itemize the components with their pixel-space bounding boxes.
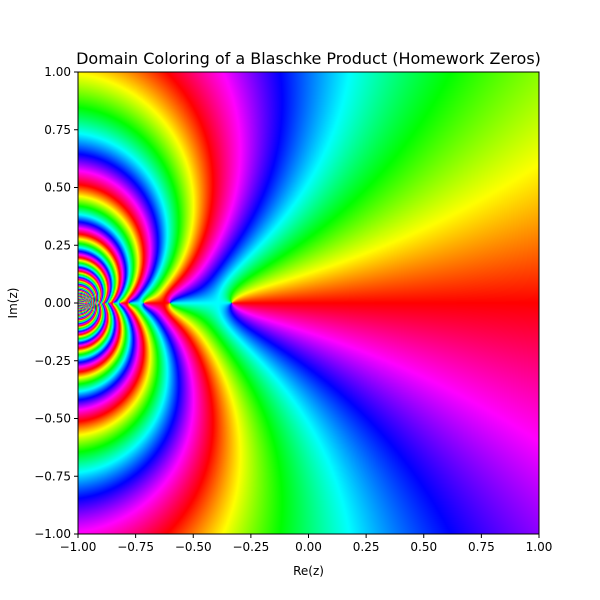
x-tick-label: −0.25 [232,540,269,554]
x-tick-label: 0.50 [410,540,437,554]
x-axis: −1.00 −0.75 −0.50 −0.25 0.00 0.25 0.50 0.75 1.00 [60,534,553,554]
y-axis-title: Im(z) [6,288,20,319]
plot-frame [77,71,540,535]
x-tick-label: 0.25 [353,540,380,554]
x-axis-title: Re(z) [293,564,324,578]
x-tick-label: −0.75 [117,540,154,554]
x-tick-label: 0.75 [468,540,495,554]
y-tick-label: −0.25 [34,354,71,368]
domain-coloring-image [78,72,539,534]
y-tick-label: −0.50 [34,412,71,426]
y-axis: −1.00 −0.75 −0.50 −0.25 0.00 0.25 0.50 0.75 1.00 [34,65,78,541]
y-tick-label: 1.00 [44,65,71,79]
chart-title: Domain Coloring of a Blaschke Product (H… [76,49,541,68]
x-tick-label: 1.00 [526,540,553,554]
y-tick-label: 0.50 [44,181,71,195]
x-tick-label: −0.50 [175,540,212,554]
y-tick-label: 0.25 [44,238,71,252]
y-tick-label: 0.75 [44,123,71,137]
x-tick-label: −1.00 [60,540,97,554]
y-tick-label: −0.75 [34,469,71,483]
x-tick-label: 0.00 [295,540,322,554]
y-tick-label: −1.00 [34,527,71,541]
y-tick-label: 0.00 [44,296,71,310]
